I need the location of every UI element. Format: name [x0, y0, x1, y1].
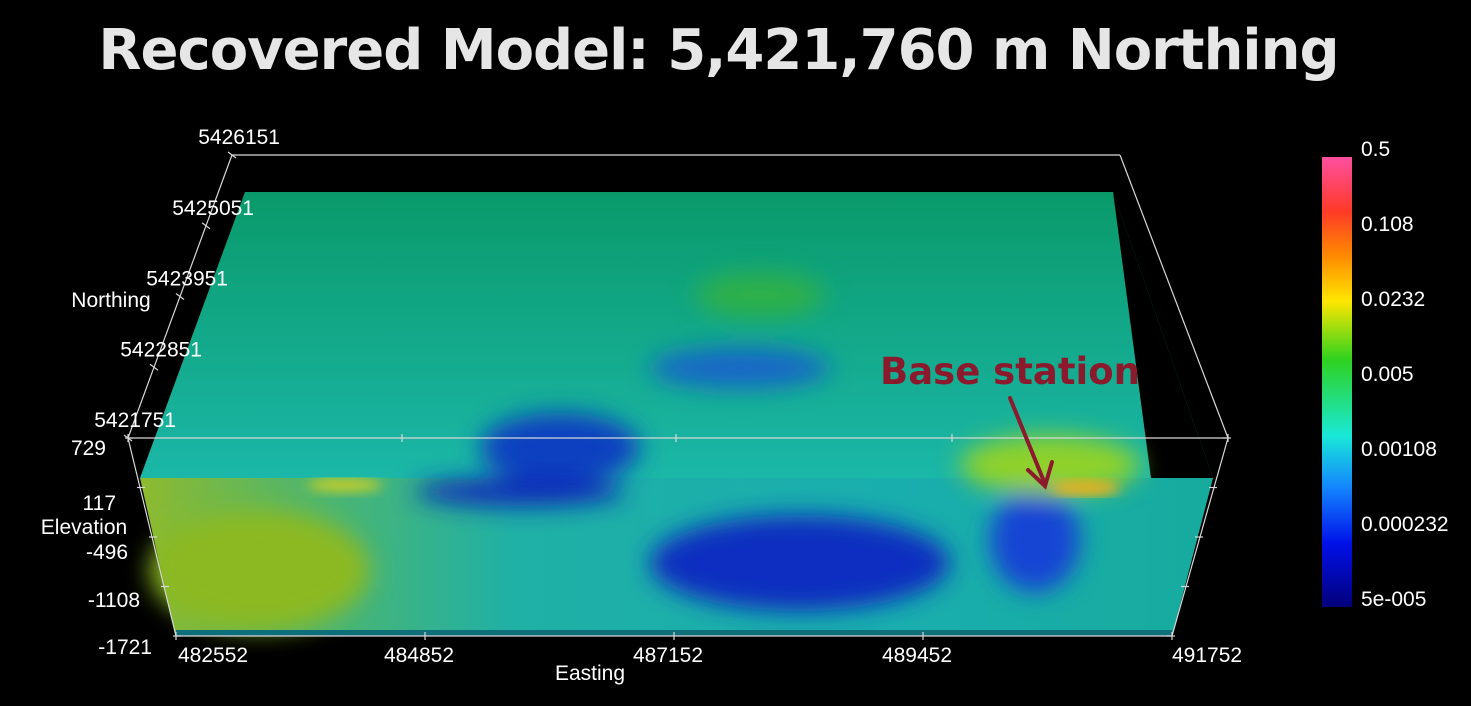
- elevation-tick-label: 729: [71, 437, 106, 460]
- northing-tick-mark: [175, 293, 185, 300]
- northing-tick-mark: [227, 151, 237, 159]
- northing-tick-mark: [201, 222, 211, 230]
- elevation-tick-label: -496: [86, 541, 128, 564]
- northing-tick-label: 5425051: [172, 197, 254, 220]
- colorbar-tick-label: 0.5: [1361, 138, 1390, 161]
- northing-tick-label: 5423951: [146, 268, 228, 291]
- annotation-base-station: Base station: [880, 350, 1140, 393]
- chart-title: Recovered Model: 5,421,760 m Northing: [98, 18, 1339, 83]
- colorbar-tick-label: 0.000232: [1361, 513, 1449, 536]
- tick-marks: [123, 151, 1231, 640]
- z-axis-label: Northing: [71, 289, 150, 312]
- northing-tick-label: 5422851: [120, 338, 202, 361]
- elevation-ticks: 729 117 -496 -1108 -1721: [71, 437, 152, 659]
- colorbar-ticks: 0.5 0.108 0.0232 0.005 0.00108 0.000232 5e-005: [1361, 138, 1449, 611]
- x-axis-label: Easting: [555, 662, 625, 685]
- easting-tick-label: 489452: [882, 644, 952, 667]
- easting-tick-label: 487152: [633, 644, 703, 667]
- easting-tick-label: 484852: [384, 644, 454, 667]
- model-top-face: [140, 192, 1213, 478]
- colorbar-tick-label: 0.005: [1361, 363, 1414, 386]
- northing-tick-mark: [149, 363, 159, 371]
- northing-ticks: 5426151 5425051 5423951 5422851 5421751: [94, 126, 280, 432]
- northing-tick-label: 5426151: [198, 126, 280, 149]
- easting-tick-label: 491752: [1172, 644, 1242, 667]
- colorbar-tick-label: 5e-005: [1361, 588, 1426, 611]
- colorbar-tick-label: 0.108: [1361, 213, 1414, 236]
- easting-tick-label: 482552: [178, 644, 248, 667]
- elevation-tick-label: 117: [83, 492, 116, 515]
- easting-ticks: 482552 484852 487152 489452 491752: [178, 644, 1242, 667]
- y-axis-label: Elevation: [41, 516, 127, 539]
- northing-tick-label: 5421751: [94, 409, 176, 432]
- colorbar-tick-label: 0.00108: [1361, 438, 1437, 461]
- colorbar-tick-label: 0.0232: [1361, 288, 1425, 311]
- elevation-tick-label: -1721: [98, 636, 152, 659]
- elevation-tick-label: -1108: [88, 589, 140, 612]
- annotation-arrow: [1008, 396, 1054, 490]
- colorbar: [1322, 157, 1352, 607]
